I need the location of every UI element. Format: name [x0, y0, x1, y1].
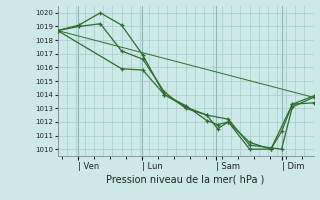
X-axis label: Pression niveau de la mer( hPa ): Pression niveau de la mer( hPa ): [107, 175, 265, 185]
